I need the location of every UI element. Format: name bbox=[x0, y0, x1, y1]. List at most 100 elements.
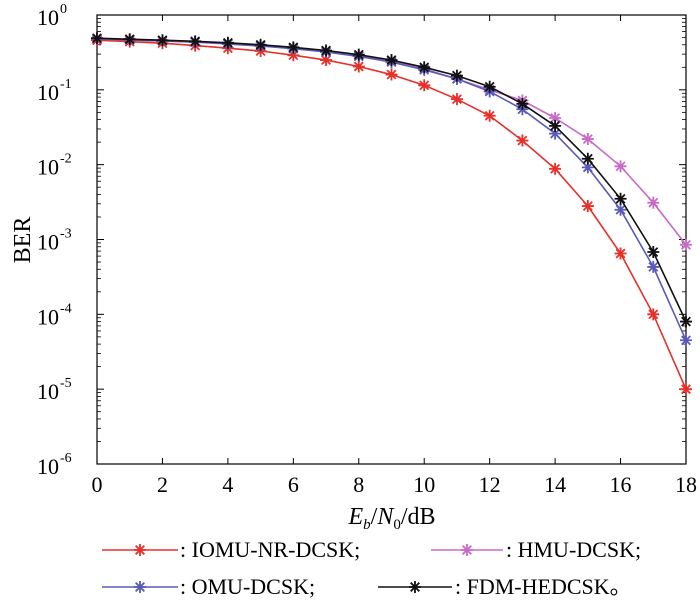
marker-stroke bbox=[581, 133, 594, 146]
data-point bbox=[221, 36, 234, 49]
data-point bbox=[352, 60, 365, 73]
data-point bbox=[647, 260, 660, 273]
marker-stroke bbox=[549, 162, 562, 175]
marker-stroke bbox=[516, 134, 529, 147]
data-point bbox=[614, 192, 627, 205]
marker-stroke bbox=[549, 119, 562, 132]
marker-stroke bbox=[614, 247, 627, 260]
marker-stroke bbox=[123, 33, 136, 46]
y-tick-label: 10 bbox=[37, 5, 59, 30]
y-tick-base: 10 bbox=[37, 230, 59, 255]
data-point bbox=[123, 33, 136, 46]
data-point bbox=[287, 41, 300, 54]
x-tick-label: 0 bbox=[92, 472, 103, 497]
data-point bbox=[581, 152, 594, 165]
marker-stroke bbox=[385, 54, 398, 67]
y-tick-base: 10 bbox=[37, 454, 59, 479]
marker-stroke bbox=[450, 69, 463, 82]
marker-stroke bbox=[287, 41, 300, 54]
marker-stroke bbox=[320, 54, 333, 67]
data-point bbox=[483, 109, 496, 122]
y-tick-exponent: -6 bbox=[60, 451, 72, 466]
data-point bbox=[385, 54, 398, 67]
data-point bbox=[614, 247, 627, 260]
marker-stroke bbox=[134, 544, 146, 556]
y-tick-exponent: -1 bbox=[60, 77, 72, 92]
marker-stroke bbox=[409, 581, 421, 593]
marker-stroke bbox=[549, 112, 562, 125]
data-point bbox=[516, 97, 529, 110]
legend-label: : HMU-DCSK; bbox=[506, 537, 641, 562]
y-tick-base: 10 bbox=[37, 5, 59, 30]
marker-stroke bbox=[483, 80, 496, 93]
x-tick-label: 18 bbox=[675, 472, 697, 497]
legend-marker bbox=[134, 544, 146, 556]
data-point bbox=[680, 238, 692, 251]
legend-marker bbox=[134, 581, 146, 593]
marker-stroke bbox=[450, 93, 463, 106]
series-line-0 bbox=[96, 39, 687, 390]
marker-stroke bbox=[221, 36, 234, 49]
marker-stroke bbox=[352, 48, 365, 61]
data-point bbox=[549, 162, 562, 175]
data-point bbox=[647, 196, 660, 209]
y-tick-label: 10 bbox=[37, 155, 59, 180]
data-point bbox=[189, 35, 202, 48]
marker-stroke bbox=[418, 61, 431, 74]
data-point bbox=[156, 34, 169, 47]
y-tick-label: 10 bbox=[37, 230, 59, 255]
marker-stroke bbox=[385, 68, 398, 81]
data-point bbox=[549, 112, 562, 125]
marker-stroke bbox=[614, 203, 627, 216]
x-axis-label-sub-0: 0 bbox=[393, 517, 401, 533]
marker-stroke bbox=[647, 246, 660, 259]
legend-marker bbox=[409, 581, 421, 593]
y-tick-exponent: -5 bbox=[60, 376, 72, 391]
marker-stroke bbox=[189, 35, 202, 48]
x-tick-label: 6 bbox=[288, 472, 299, 497]
data-point bbox=[320, 54, 333, 67]
x-axis-label: Eb/N0/dB bbox=[347, 504, 435, 533]
y-tick-label: 10 bbox=[37, 304, 59, 329]
marker-stroke bbox=[516, 97, 529, 110]
y-axis-label: BER bbox=[10, 217, 36, 264]
data-point bbox=[647, 308, 660, 321]
legend-marker bbox=[461, 544, 473, 556]
legend: : IOMU-NR-DCSK;: HMU-DCSK;: OMU-DCSK;: F… bbox=[102, 537, 641, 599]
marker-stroke bbox=[549, 127, 562, 140]
x-axis-label-slash: / bbox=[371, 504, 378, 530]
data-point bbox=[450, 69, 463, 82]
marker-stroke bbox=[581, 152, 594, 165]
x-tick-label: 12 bbox=[479, 472, 501, 497]
data-point bbox=[352, 48, 365, 61]
legend-label: : OMU-DCSK; bbox=[180, 574, 315, 599]
marker-stroke bbox=[614, 192, 627, 205]
x-axis-label-unit: /dB bbox=[401, 504, 436, 530]
x-tick-label: 16 bbox=[610, 472, 632, 497]
marker-stroke bbox=[156, 34, 169, 47]
y-tick-label: 10 bbox=[37, 454, 59, 479]
marker-stroke bbox=[581, 161, 594, 174]
series-layer bbox=[91, 32, 692, 396]
y-tick-exponent: 0 bbox=[60, 2, 67, 17]
data-point bbox=[483, 80, 496, 93]
marker-stroke bbox=[680, 315, 692, 328]
y-tick-base: 10 bbox=[37, 379, 59, 404]
data-point bbox=[581, 161, 594, 174]
data-point bbox=[647, 246, 660, 259]
y-tick-label: 10 bbox=[37, 379, 59, 404]
marker-stroke bbox=[287, 49, 300, 62]
data-point bbox=[680, 334, 692, 347]
data-point bbox=[614, 203, 627, 216]
data-point bbox=[549, 119, 562, 132]
axis-labels: BER Eb/N0/dB bbox=[10, 217, 436, 533]
y-tick-exponent: -2 bbox=[60, 152, 72, 167]
plot-frame bbox=[96, 14, 687, 465]
marker-stroke bbox=[647, 196, 660, 209]
marker-stroke bbox=[352, 60, 365, 73]
marker-stroke bbox=[647, 260, 660, 273]
data-point bbox=[418, 79, 431, 92]
data-point bbox=[450, 93, 463, 106]
